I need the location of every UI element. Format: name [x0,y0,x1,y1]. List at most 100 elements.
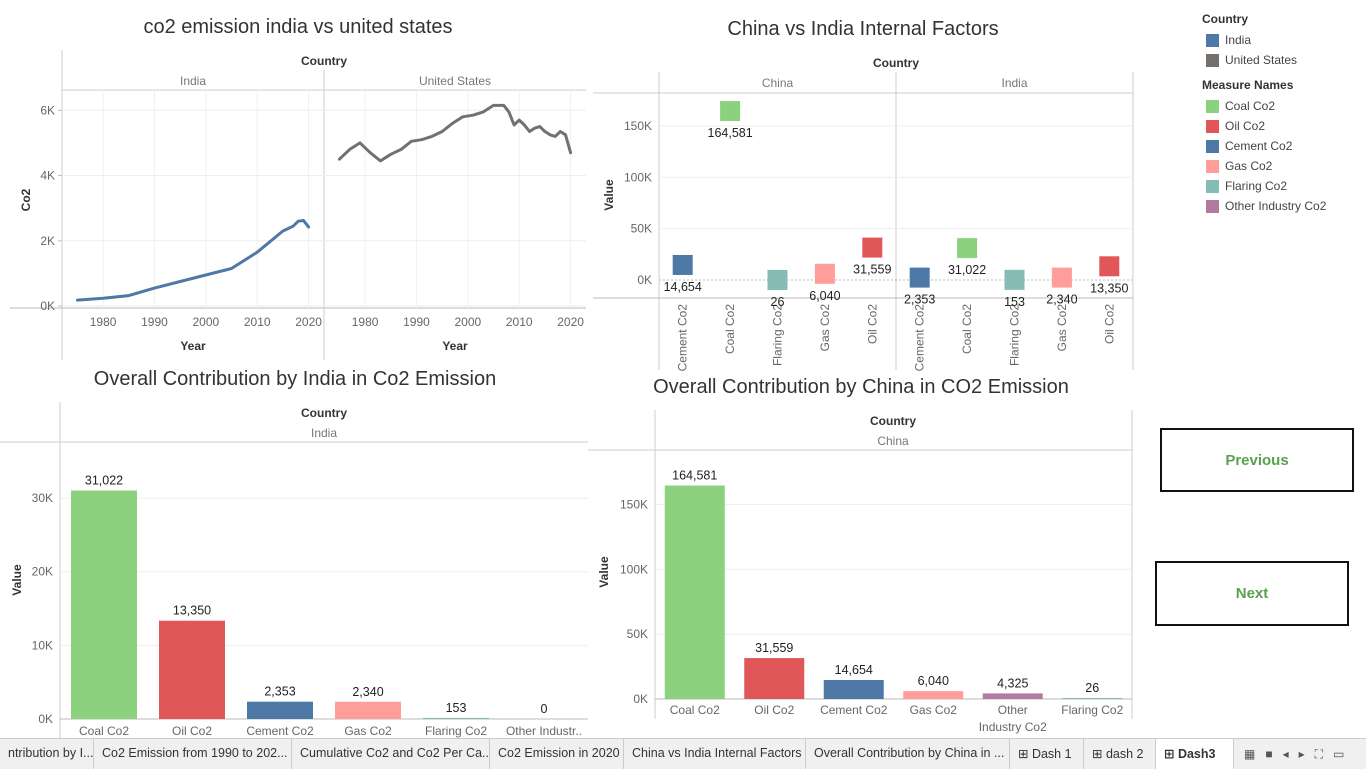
legend-item[interactable]: Other Industry Co2 [1196,196,1361,216]
chart-4-data-label: 14,654 [835,663,873,677]
legend-swatch [1206,33,1219,47]
chart-3-bar [159,620,225,719]
chart-2-data-label: 6,040 [809,289,840,303]
chart-4-category-label: Coal Co2 [670,703,720,717]
chart-2-mark [862,237,883,258]
sheet-tab[interactable]: ⊞ dash 2 [1084,739,1156,769]
chart-2-mark [909,267,930,288]
chart-3-category-label: Flaring Co2 [425,724,487,738]
fullscreen-icon[interactable]: ⛶ [1314,746,1324,761]
chart-4-category-label: Cement Co2 [820,703,888,717]
chart-1-xtick-label: 2020 [295,315,322,329]
sheet-tab[interactable]: Cumulative Co2 and Co2 Per Ca... [292,739,490,769]
chart-4-ytick-label: 150K [620,497,648,511]
chart-1-series-line-united-states [337,103,573,163]
legend-country-title: Country [1202,12,1248,26]
filmstrip-icon[interactable]: ■ [1265,747,1273,761]
legend-item[interactable]: Gas Co2 [1196,156,1361,176]
chart-2-mark [1051,267,1072,288]
chart-1-title: co2 emission india vs united states [143,16,452,38]
chart-4-category-label: Oil Co2 [754,703,794,717]
chart-4-bar [903,691,964,699]
chart-3-category-label: Cement Co2 [246,724,314,738]
legend-item[interactable]: Coal Co2 [1196,96,1361,116]
grid-view-icon[interactable]: ▦ [1244,747,1256,761]
legend-swatch [1206,179,1219,193]
legend-label: Cement Co2 [1225,139,1293,153]
legend-label: Coal Co2 [1225,99,1276,113]
chart-4-bar [982,693,1043,699]
chart-2-panel-label: India [1001,76,1027,90]
chart-4-title: Overall Contribution by China in CO2 Emi… [653,376,1069,398]
sheet-tab[interactable]: ⊞ Dash 1 [1010,739,1084,769]
chart-3-bar [247,701,313,719]
chart-4-bar [664,485,725,699]
prev-sheet-icon[interactable]: ◂ [1282,747,1289,761]
chart-3-category-label: Gas Co2 [344,724,392,738]
legend-item[interactable]: Cement Co2 [1196,136,1361,156]
chart-2-ytick-label: 0K [637,273,652,287]
chart-3-title: Overall Contribution by India in Co2 Emi… [94,368,496,390]
chart-2-data-label: 31,022 [948,263,986,277]
next-button[interactable]: Next [1155,561,1349,626]
chart-1-ytick-label: 4K [40,169,55,183]
legend-item[interactable]: Flaring Co2 [1196,176,1361,196]
chart-2-category-label: Cement Co2 [676,304,690,372]
legend-item[interactable]: United States [1196,50,1361,70]
chart-3-category-label: Oil Co2 [172,724,212,738]
sheet-tab[interactable]: Co2 Emission in 2020 [490,739,624,769]
chart-2-data-label: 14,654 [664,280,702,294]
chart-3-ytick-label: 20K [32,565,53,579]
chart-3-category-label: Other Industr.. [506,724,582,738]
sheet-tab[interactable]: China vs India Internal Factors [624,739,806,769]
chart-4-data-label: 164,581 [672,469,717,483]
previous-button[interactable]: Previous [1160,428,1354,492]
chart-4-data-label: 4,325 [997,676,1028,690]
chart-2-category-label: Oil Co2 [1102,304,1116,344]
chart-2-mark [1004,269,1025,290]
chart-3-ytick-label: 30K [32,491,53,505]
sheet-tab[interactable]: Overall Contribution by China in ... [806,739,1010,769]
legend-item[interactable]: Oil Co2 [1196,116,1361,136]
chart-4-category-label: Gas Co2 [910,703,958,717]
next-sheet-icon[interactable]: ▸ [1298,747,1305,761]
chart-2-ytick-label: 150K [624,119,652,133]
chart-2-data-label: 13,350 [1090,281,1128,295]
chart-2-data-label: 26 [771,295,785,309]
chart-2-category-label: Gas Co2 [1055,304,1069,352]
chart-4-bar [744,658,805,699]
chart-2-title: China vs India Internal Factors [727,18,998,40]
chart-3-data-label: 2,340 [352,685,383,699]
chart-4-data-label: 6,040 [918,674,949,688]
sheet-tab[interactable]: Co2 Emission from 1990 to 202... [94,739,292,769]
chart-4-ytick-label: 100K [620,562,648,576]
chart-3-data-label: 153 [446,701,467,715]
sheet-tab-label: Co2 Emission in 2020 [498,746,620,760]
chart-2-ytick-label: 50K [631,222,652,236]
sheet-tab[interactable]: ⊞ Dash3 [1156,739,1234,769]
present-icon[interactable]: ▭ [1333,747,1345,761]
chart-2-mark [814,263,835,284]
chart-2-mark [1099,256,1120,277]
legend-swatch [1206,199,1219,213]
dashboard-icon: ⊞ [1092,747,1106,761]
legend-item[interactable]: India [1196,30,1361,50]
chart-1-xtick-label: 1990 [403,315,430,329]
legend-label: Other Industry Co2 [1225,199,1327,213]
sheet-tab-bar: ntribution by I... Co2 Emission from 1990… [0,738,1366,769]
chart-1-xtick-label: 2020 [557,315,584,329]
chart-1-xtick-label: 2010 [506,315,533,329]
tab-controls: ▦ ■ ◂ ▸ ⛶ ▭ [1234,739,1344,769]
chart-3-data-label: 13,350 [173,604,211,618]
chart-2-category-label: Flaring Co2 [771,304,785,366]
legend-label: Gas Co2 [1225,159,1273,173]
chart-3-data-label: 2,353 [264,685,295,699]
dashboard-icon: ⊞ [1164,747,1178,761]
chart-2-category-label: Coal Co2 [960,304,974,354]
chart-3-panel-label: India [311,426,337,440]
sheet-tab[interactable]: ntribution by I... [0,739,94,769]
chart-1-panel-label: India [180,74,206,88]
chart-1-xtick-label: 2010 [244,315,271,329]
chart-2-mark [957,238,978,259]
chart-3-bar [335,701,401,719]
